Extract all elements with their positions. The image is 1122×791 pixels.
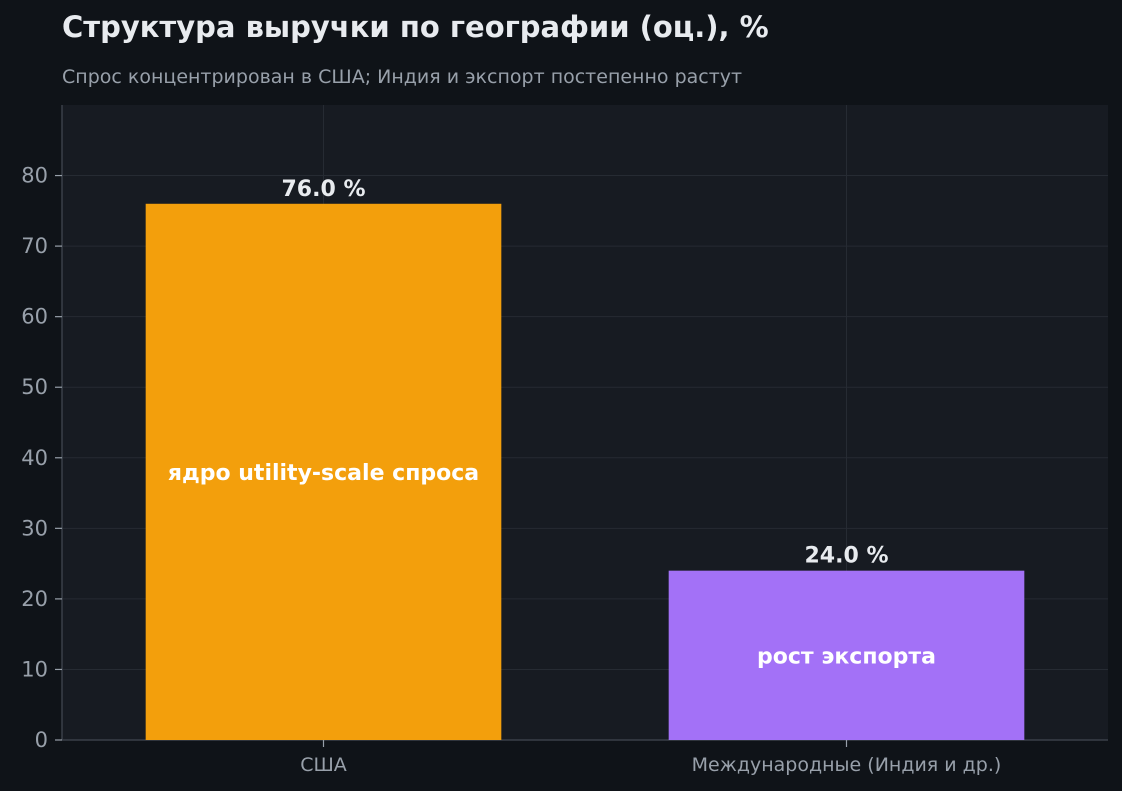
bar-1 <box>145 203 502 740</box>
bar-annotation: рост экспорта <box>757 644 936 669</box>
x-tick-label: Международные (Индия и др.) <box>692 754 1002 776</box>
y-tick-label: 70 <box>21 234 48 258</box>
y-tick-label: 20 <box>21 587 48 611</box>
y-tick-label: 60 <box>21 305 48 329</box>
value-label: 24.0 % <box>805 544 889 569</box>
y-tick-label: 0 <box>35 728 48 752</box>
chart-title: Структура выручки по географии (оц.), % <box>62 10 769 44</box>
y-tick-label: 40 <box>21 446 48 470</box>
x-tick-label: США <box>300 754 347 776</box>
value-label: 76.0 % <box>282 177 366 202</box>
y-tick-label: 50 <box>21 375 48 399</box>
bar-annotation: ядро utility-scale спроса <box>168 461 479 486</box>
chart-subtitle: Спрос концентрирован в США; Индия и эксп… <box>62 66 743 88</box>
bar-2 <box>668 570 1025 740</box>
y-tick-label: 80 <box>21 164 48 188</box>
y-tick-label: 30 <box>21 516 48 540</box>
y-tick-label: 10 <box>21 657 48 681</box>
